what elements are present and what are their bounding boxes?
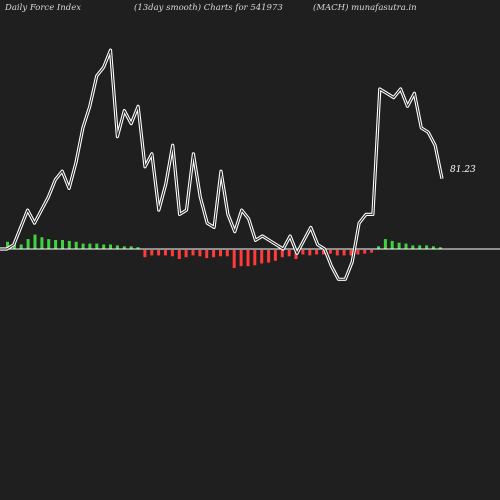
force-index-bar — [198, 250, 202, 257]
force-index-bar — [177, 250, 181, 259]
force-index-bar — [438, 247, 442, 249]
force-index-bar — [280, 250, 284, 258]
force-index-bar — [260, 250, 264, 264]
force-index-bar — [102, 244, 106, 249]
force-index-bar — [335, 250, 339, 256]
last-value-label: 81.23 — [450, 165, 476, 175]
force-index-bar — [67, 240, 71, 249]
force-index-bar — [157, 250, 161, 256]
force-index-bar — [150, 250, 154, 256]
force-index-bar — [267, 250, 271, 263]
force-index-bar — [342, 250, 346, 256]
force-index-bar — [54, 240, 58, 249]
force-index-line — [0, 49, 443, 280]
force-index-bar — [122, 246, 126, 249]
force-index-bar — [205, 250, 209, 259]
force-index-bars — [6, 234, 442, 268]
force-index-bar — [212, 250, 216, 258]
force-index-bar — [390, 240, 394, 249]
force-index-bar — [377, 246, 380, 249]
force-index-bar — [12, 243, 16, 249]
force-index-bar — [363, 250, 367, 254]
force-index-bar — [26, 239, 30, 249]
force-index-bar — [315, 250, 319, 255]
force-index-bar — [328, 250, 332, 254]
force-index-bar — [404, 243, 408, 249]
force-index-bar — [19, 244, 23, 249]
force-index-bar — [95, 243, 99, 249]
force-index-bar — [40, 237, 44, 249]
force-index-bar — [74, 241, 78, 249]
force-index-bar — [219, 250, 222, 257]
force-index-bar — [246, 250, 250, 267]
force-index-bar — [397, 242, 401, 249]
force-index-bar — [164, 250, 167, 256]
force-index-bar — [143, 250, 147, 258]
force-index-bar — [356, 250, 360, 255]
force-index-bar — [273, 250, 277, 261]
force-index-bar — [6, 241, 9, 249]
force-index-bar — [425, 245, 429, 249]
force-index-bar — [370, 250, 374, 253]
force-index-bar — [287, 250, 291, 257]
force-index-bar — [170, 250, 174, 257]
force-index-bar — [411, 245, 415, 249]
force-index-bar — [61, 240, 64, 249]
force-index-bar — [88, 243, 92, 249]
force-index-bar — [232, 250, 236, 268]
force-index-bar — [225, 250, 229, 257]
force-index-bar — [383, 239, 387, 249]
force-index-bar — [81, 243, 85, 249]
force-index-bar — [136, 247, 140, 249]
chart-subtitle: (13day smooth) Charts for 541973 — [134, 3, 283, 13]
force-index-bar — [109, 244, 112, 249]
force-index-bar — [418, 245, 422, 249]
force-index-bar — [33, 234, 37, 249]
force-index-bar — [129, 246, 133, 249]
force-index-bar — [431, 246, 435, 249]
force-index-bar — [253, 250, 257, 266]
force-index-bar — [349, 250, 353, 256]
force-index-bar — [301, 250, 305, 255]
force-index-bar — [322, 250, 325, 255]
force-index-bar — [115, 245, 119, 249]
force-index-bar — [239, 250, 243, 267]
force-index-bar — [308, 250, 312, 256]
chart-symbol: (MACH) munafasutra.in — [313, 3, 417, 13]
force-index-bar — [184, 250, 188, 258]
force-index-bar — [191, 250, 195, 256]
chart-title: Daily Force Index — [5, 3, 82, 13]
force-index-bar — [47, 239, 51, 249]
